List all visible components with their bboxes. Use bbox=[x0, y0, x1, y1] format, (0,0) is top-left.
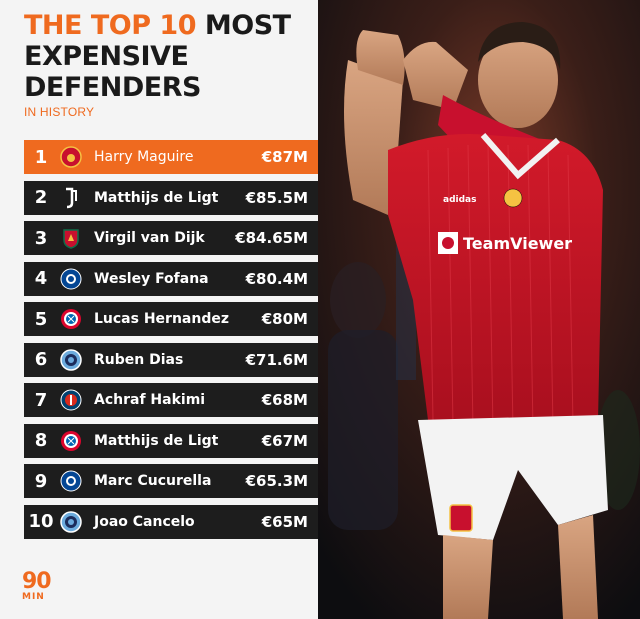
rank-number: 8 bbox=[34, 430, 48, 451]
rank-number: 7 bbox=[34, 389, 48, 411]
ranking-panel: THE TOP 10 MOST EXPENSIVE DEFENDERS IN H… bbox=[0, 0, 318, 619]
page-title: THE TOP 10 MOST EXPENSIVE DEFENDERS IN H… bbox=[24, 10, 291, 119]
psg-crest-icon bbox=[58, 387, 84, 413]
player-name: Harry Maguire bbox=[94, 149, 194, 165]
bayern-crest-icon bbox=[58, 306, 84, 332]
transfer-fee: €80.4M bbox=[245, 269, 308, 288]
title-most: MOST bbox=[204, 10, 291, 41]
transfer-fee: €71.6M bbox=[245, 350, 308, 369]
transfer-fee: €68M bbox=[261, 391, 308, 409]
player-name: Marc Cucurella bbox=[94, 473, 212, 489]
player-photo: TeamViewer adidas bbox=[318, 0, 640, 619]
rank-number: 9 bbox=[34, 470, 48, 492]
90min-logo: 90 MIN bbox=[22, 569, 52, 603]
bayern-crest-icon bbox=[58, 428, 84, 454]
sponsor-text: TeamViewer bbox=[463, 234, 572, 253]
player-name: Wesley Fofana bbox=[94, 270, 209, 287]
rank-number: 5 bbox=[34, 308, 48, 330]
title-highlight: THE TOP 10 bbox=[24, 10, 197, 41]
ranking-row: 3 Virgil van Dijk €84.65M bbox=[24, 221, 318, 255]
ranking-row: 2 Matthijs de Ligt €85.5M bbox=[24, 180, 318, 215]
rank-number: 1 bbox=[34, 146, 48, 168]
rank-number: 10 bbox=[28, 511, 54, 532]
ranking-row: 1 Harry Maguire €87M bbox=[24, 140, 318, 174]
transfer-fee: €65M bbox=[261, 512, 308, 531]
transfer-fee: €84.65M bbox=[235, 229, 308, 247]
rank-number: 4 bbox=[34, 268, 48, 289]
player-name: Achraf Hakimi bbox=[94, 392, 206, 408]
player-name: Matthijs de Ligt bbox=[94, 432, 219, 449]
player-name: Joao Cancelo bbox=[94, 513, 195, 530]
man-city-crest-icon bbox=[58, 347, 84, 373]
rank-number: 3 bbox=[34, 227, 48, 249]
ranking-row: 5 Lucas Hernandez €80M bbox=[24, 302, 318, 336]
liverpool-crest-icon bbox=[58, 225, 84, 251]
player-name: Virgil van Dijk bbox=[94, 230, 205, 246]
ranking-row: 8 Matthijs de Ligt €67M bbox=[24, 423, 318, 458]
chelsea-crest-icon bbox=[58, 468, 84, 494]
man-city-crest-icon bbox=[58, 509, 84, 535]
chelsea-crest-icon bbox=[58, 266, 84, 292]
player-name: Ruben Dias bbox=[94, 351, 184, 368]
player-name: Matthijs de Ligt bbox=[94, 189, 219, 206]
rank-number: 6 bbox=[34, 349, 48, 370]
ranking-row: 4 Wesley Fofana €80.4M bbox=[24, 261, 318, 296]
title-line-defenders: DEFENDERS bbox=[24, 72, 201, 103]
juventus-crest-icon bbox=[58, 185, 84, 211]
ranking-list: 1 Harry Maguire €87M 2 Matthijs de Ligt €85.5… bbox=[24, 140, 318, 545]
ranking-row: 9 Marc Cucurella €65.3M bbox=[24, 464, 318, 498]
transfer-fee: €80M bbox=[261, 310, 308, 328]
transfer-fee: €85.5M bbox=[245, 188, 308, 207]
kit-brand-text: adidas bbox=[443, 195, 476, 205]
ranking-row: 6 Ruben Dias €71.6M bbox=[24, 342, 318, 377]
ranking-row: 10 Joao Cancelo €65M bbox=[24, 504, 318, 539]
ranking-row: 7 Achraf Hakimi €68M bbox=[24, 383, 318, 417]
player-name: Lucas Hernandez bbox=[94, 311, 230, 327]
transfer-fee: €65.3M bbox=[245, 472, 308, 490]
title-line-expensive: EXPENSIVE bbox=[24, 41, 189, 72]
transfer-fee: €87M bbox=[261, 148, 308, 166]
subtitle: IN HISTORY bbox=[24, 105, 95, 119]
player-photo-illustration: TeamViewer adidas bbox=[318, 0, 640, 619]
man-utd-crest-icon bbox=[58, 144, 84, 170]
rank-number: 2 bbox=[34, 187, 48, 208]
transfer-fee: €67M bbox=[261, 431, 308, 450]
